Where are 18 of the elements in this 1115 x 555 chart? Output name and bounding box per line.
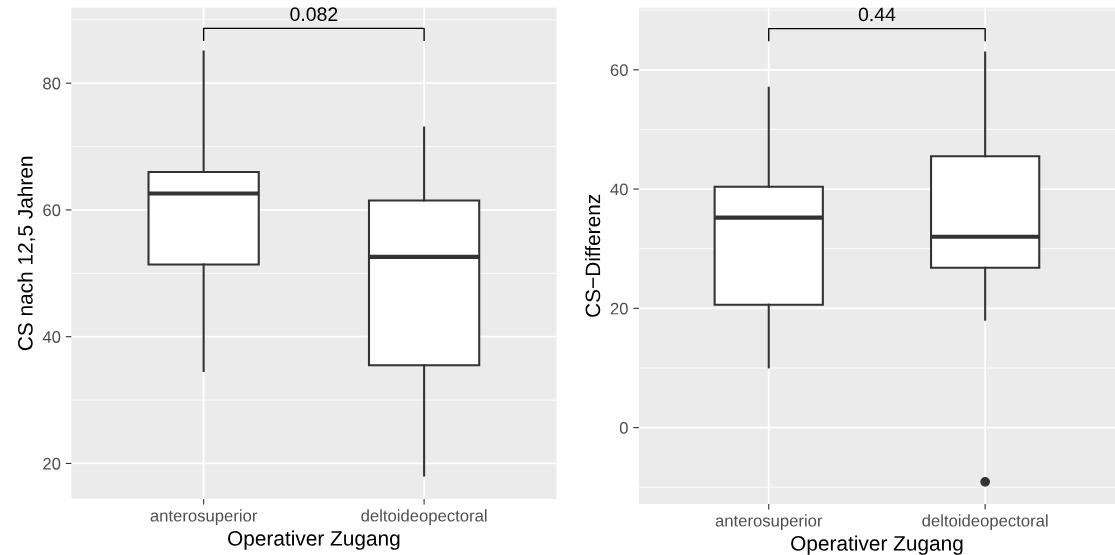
x-tick-label: anterosuperior (150, 509, 258, 525)
y-axis-title: CS nach 12,5 Jahren (17, 156, 36, 351)
x-axis-title: Operativer Zugang (791, 535, 963, 555)
y-tick-label: 80 (43, 77, 61, 90)
y-tick-label: 20 (43, 457, 61, 470)
y-tick-label: 0 (619, 422, 628, 434)
y-tick-label: 60 (610, 64, 628, 76)
x-tick-label: deltoideopectoral (922, 514, 1048, 530)
y-tick-label: 20 (610, 302, 628, 315)
y-tick-label: 60 (43, 204, 61, 217)
x-axis-title: Operativer Zugang (228, 530, 400, 550)
annotation: 0.082 (290, 7, 338, 22)
x-tick-label: anterosuperior (715, 514, 823, 530)
y-axis-title: CS−Differenz (584, 194, 601, 317)
x-tick-label: deltoideopectoral (361, 509, 487, 525)
annotation: 0.44 (858, 7, 896, 22)
y-tick-label: 40 (610, 183, 628, 196)
y-tick-label: 40 (42, 331, 61, 343)
